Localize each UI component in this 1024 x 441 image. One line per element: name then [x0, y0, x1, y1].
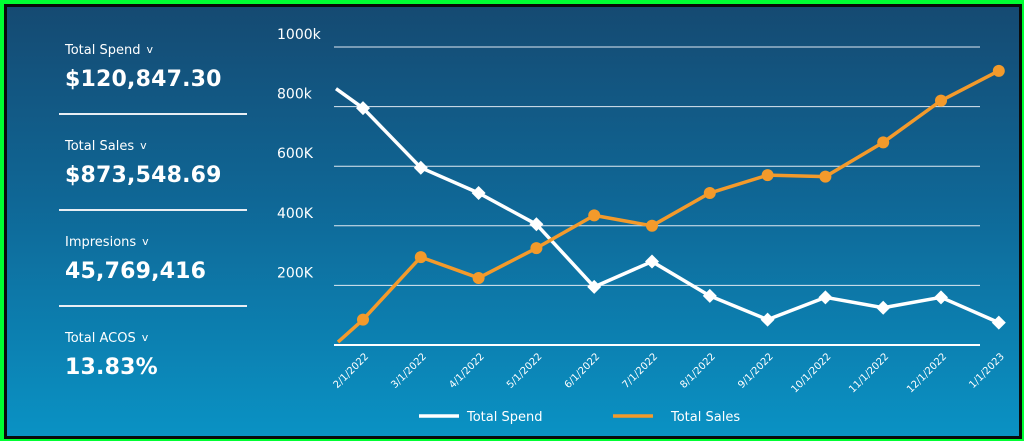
y-tick-label: 1000k	[277, 27, 322, 43]
data-point-total-spend	[356, 101, 370, 116]
chevron-down-icon: v	[146, 43, 154, 56]
x-tick-label: 1/1/2023	[967, 351, 1007, 391]
chevron-down-icon: v	[140, 139, 147, 152]
data-point-total-sales	[761, 169, 774, 182]
kpi-total-sales: Total Sales v $873,548.69	[59, 129, 249, 225]
divider	[59, 209, 247, 211]
y-tick-label: 400K	[277, 206, 314, 222]
data-point-total-spend	[760, 312, 775, 327]
chevron-down-icon: v	[141, 331, 149, 344]
legend-label-total-spend: Total Spend	[466, 410, 543, 425]
legend-label-total-sales: Total Sales	[670, 410, 740, 425]
data-point-total-spend	[702, 288, 717, 303]
data-point-total-sales	[703, 187, 716, 200]
kpi-value: $120,847.30	[65, 67, 222, 92]
x-tick-label: 4/1/2022	[447, 351, 487, 391]
x-tick-label: 7/1/2022	[621, 351, 661, 391]
data-point-total-spend	[876, 300, 891, 315]
x-tick-label: 5/1/2022	[505, 351, 545, 391]
y-tick-label: 800k	[277, 87, 313, 103]
x-tick-label: 12/1/2022	[905, 351, 949, 395]
kpi-total-acos-dropdown[interactable]: Total ACOS v	[65, 331, 148, 346]
kpi-value: 45,769,416	[65, 259, 207, 284]
kpi-column: Total Spend v $120,847.30 Total Sales v $8…	[59, 33, 249, 417]
data-point-total-sales	[472, 271, 485, 284]
data-point-total-spend	[529, 217, 544, 232]
series-line-total-spend	[334, 87, 1000, 325]
data-point-total-spend	[991, 315, 1006, 330]
y-tick-label: 600K	[277, 146, 314, 162]
x-tick-label: 8/1/2022	[678, 351, 718, 391]
kpi-total-spend: Total Spend v $120,847.30	[59, 33, 249, 129]
kpi-label: Total Spend	[65, 43, 141, 58]
data-point-total-sales	[530, 242, 543, 255]
x-tick-label: 3/1/2022	[389, 351, 429, 391]
data-point-total-spend	[934, 290, 948, 305]
data-point-total-spend	[413, 160, 428, 175]
data-point-total-sales	[819, 170, 832, 183]
data-point-total-sales	[646, 219, 658, 232]
divider	[59, 305, 247, 307]
kpi-total-spend-dropdown[interactable]: Total Spend v	[65, 43, 153, 58]
series-line-total-sales	[336, 69, 1000, 344]
kpi-label: Total ACOS	[65, 331, 136, 346]
data-point-total-sales	[588, 209, 601, 222]
kpi-total-sales-dropdown[interactable]: Total Sales v	[65, 139, 147, 154]
kpi-value: $873,548.69	[65, 163, 222, 188]
data-point-total-sales	[877, 136, 890, 149]
chevron-down-icon: v	[142, 235, 149, 248]
kpi-total-acos: Total ACOS v 13.83%	[59, 321, 249, 417]
data-point-total-spend	[587, 279, 602, 294]
data-point-total-spend	[818, 290, 833, 305]
divider	[59, 113, 247, 115]
x-tick-label: 9/1/2022	[736, 351, 776, 391]
x-tick-label: 6/1/2022	[563, 351, 603, 391]
line-chart: 200K 400K 600K 800k 1000k 2/1/2022 3/1/2022 4/1…	[277, 27, 1007, 425]
data-point-total-spend	[645, 254, 659, 269]
data-point-total-sales	[357, 313, 369, 326]
data-point-total-sales	[935, 94, 947, 107]
data-point-total-sales	[414, 251, 427, 264]
x-tick-label: 11/1/2022	[847, 351, 891, 395]
x-tick-label: 10/1/2022	[789, 351, 833, 395]
data-point-total-spend	[471, 186, 486, 201]
dashboard-panel: Total Spend v $120,847.30 Total Sales v $8…	[4, 4, 1022, 439]
kpi-impressions-dropdown[interactable]: Impresions v	[65, 235, 149, 250]
data-point-total-sales	[992, 64, 1005, 77]
kpi-label: Impresions	[65, 235, 137, 250]
kpi-value: 13.83%	[65, 355, 158, 380]
kpi-label: Total Sales	[65, 139, 135, 154]
kpi-impressions: Impresions v 45,769,416	[59, 225, 249, 321]
x-tick-label: 2/1/2022	[332, 351, 372, 391]
y-tick-label: 200K	[277, 265, 314, 281]
